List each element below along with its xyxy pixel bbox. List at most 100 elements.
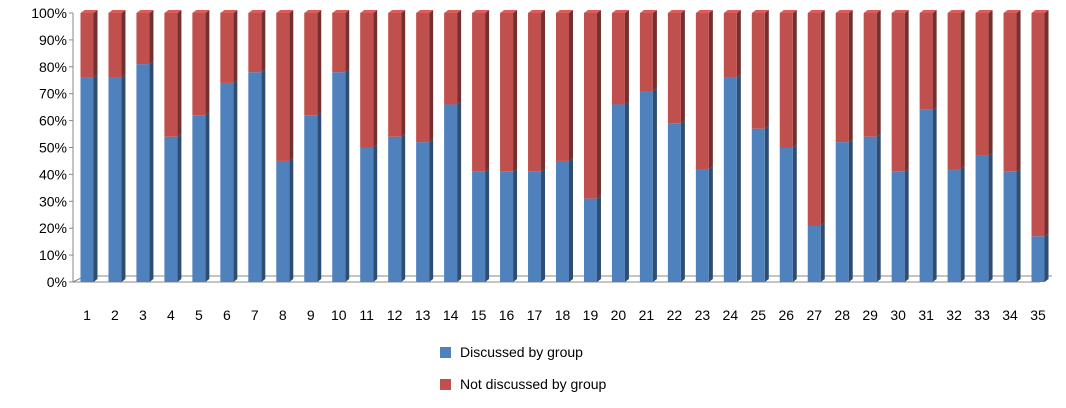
bar-segment-not-discussed [611, 13, 625, 105]
bar-side-discussed [513, 168, 518, 282]
bar-side-discussed [121, 74, 126, 282]
y-tick-label: 40% [39, 166, 67, 182]
bar-stack-19 [583, 10, 601, 282]
bar-top [779, 10, 797, 13]
bar-segment-discussed [947, 169, 961, 282]
y-tick-label: 60% [39, 113, 67, 129]
chart-legend: Discussed by group Not discussed by group [440, 344, 607, 392]
bar-top [919, 10, 937, 13]
bar-stack-18 [556, 10, 573, 282]
bar-side-not-discussed [457, 10, 462, 105]
legend-swatch [440, 347, 451, 358]
bar-side-discussed [680, 120, 685, 282]
bar-side-discussed [429, 139, 434, 282]
bar-side-discussed [485, 168, 490, 282]
bar-side-not-discussed [513, 10, 518, 172]
bar-side-not-discussed [680, 10, 685, 124]
bar-top [863, 10, 881, 13]
bar-segment-discussed [891, 171, 905, 282]
bar-segment-discussed [611, 104, 625, 283]
bar-side-not-discussed [205, 10, 210, 116]
bar-segment-discussed [276, 160, 290, 282]
bar-segment-discussed [919, 109, 933, 282]
x-tick-label: 27 [806, 307, 822, 323]
bar-segment-not-discussed [1031, 13, 1045, 237]
x-tick-label: 23 [695, 307, 711, 323]
bar-segment-discussed [528, 171, 542, 282]
y-tick-label: 80% [39, 59, 67, 75]
bar-top [248, 10, 266, 13]
bar-stack-34 [1003, 10, 1021, 282]
bar-top [388, 10, 406, 13]
bar-stack-17 [528, 10, 546, 282]
bar-side-discussed [233, 79, 238, 282]
x-tick-label: 12 [387, 307, 403, 323]
bar-side-not-discussed [485, 10, 490, 172]
bar-segment-discussed [136, 64, 150, 282]
x-tick-label: 16 [499, 307, 515, 323]
legend-label: Not discussed by group [460, 376, 607, 392]
x-tick-label: 20 [611, 307, 627, 323]
bar-side-not-discussed [233, 10, 238, 83]
bar-top [556, 10, 573, 13]
x-tick-label: 13 [415, 307, 431, 323]
bar-top [80, 10, 98, 13]
bar-side-not-discussed [848, 10, 853, 143]
bar-stack-35 [1031, 10, 1049, 282]
bar-top [891, 10, 909, 13]
bar-side-not-discussed [177, 10, 182, 137]
bar-stack-23 [695, 10, 713, 282]
bar-side-not-discussed [289, 10, 294, 161]
bar-segment-not-discussed [192, 13, 206, 116]
bar-segment-discussed [80, 77, 94, 282]
bar-top [108, 10, 126, 13]
x-tick-label: 15 [471, 307, 487, 323]
bar-segment-discussed [304, 115, 318, 282]
bar-top [611, 10, 629, 13]
bar-top [751, 10, 769, 13]
bar-side-not-discussed [792, 10, 797, 148]
bar-segment-discussed [975, 155, 989, 282]
bar-top [1031, 10, 1049, 13]
x-tick-label: 31 [918, 307, 934, 323]
bar-top [947, 10, 965, 13]
bar-segment-discussed [1003, 171, 1017, 282]
x-tick-label: 21 [639, 307, 655, 323]
bar-top [164, 10, 182, 13]
bar-stack-1 [80, 10, 98, 282]
bar-segment-discussed [388, 136, 402, 282]
legend-swatch [440, 379, 451, 390]
bar-side-discussed [848, 139, 853, 282]
x-tick-label: 26 [778, 307, 794, 323]
bar-segment-not-discussed [583, 13, 597, 199]
bar-segment-not-discussed [639, 13, 653, 92]
bar-side-discussed [624, 101, 629, 283]
bar-side-not-discussed [876, 10, 881, 137]
bar-side-not-discussed [736, 10, 741, 78]
bar-segment-discussed [500, 171, 514, 282]
bar-stack-26 [779, 10, 797, 282]
bar-top [304, 10, 322, 13]
bar-stack-8 [276, 10, 294, 282]
bar-side-discussed [652, 88, 657, 282]
bar-side-discussed [596, 195, 601, 282]
x-tick-label: 35 [1030, 307, 1046, 323]
bar-segment-discussed [164, 136, 178, 282]
bar-side-discussed [820, 222, 825, 282]
bar-segment-not-discussed [1003, 13, 1017, 172]
bar-segment-discussed [779, 147, 793, 282]
bar-side-not-discussed [820, 10, 825, 226]
bar-stack-31 [919, 10, 937, 282]
x-tick-label: 33 [974, 307, 990, 323]
x-tick-label: 14 [443, 307, 459, 323]
x-tick-label: 8 [279, 307, 287, 323]
bar-side-not-discussed [708, 10, 713, 170]
bar-top [472, 10, 490, 13]
bar-segment-discussed [807, 225, 821, 282]
bar-stack-22 [667, 10, 685, 282]
x-tick-label: 11 [359, 307, 374, 323]
bar-top [276, 10, 294, 13]
bar-stack-29 [863, 10, 881, 282]
x-tick-label: 22 [667, 307, 683, 323]
bar-side-discussed [736, 74, 741, 282]
